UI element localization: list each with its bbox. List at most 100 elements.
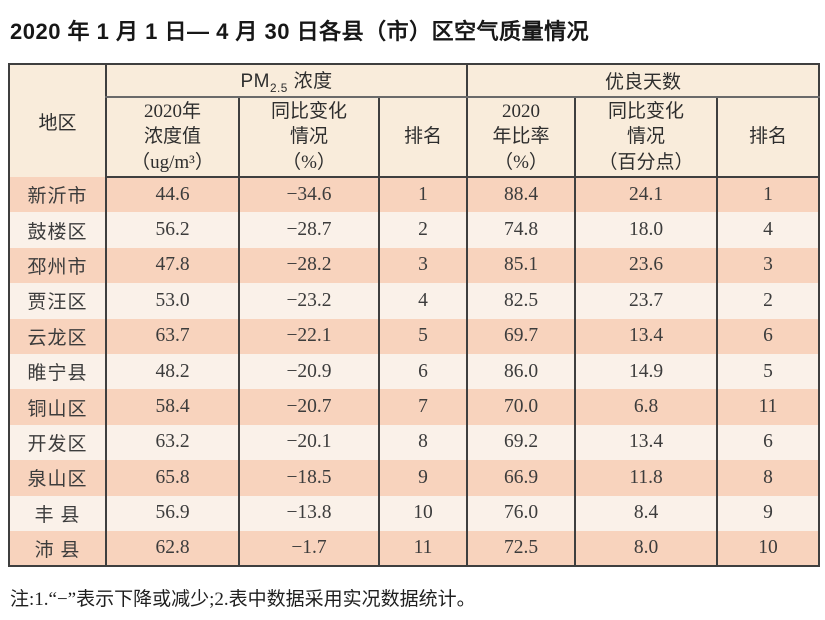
- good-rank-cell: 5: [716, 353, 820, 390]
- pm25-change-cell: −34.6: [238, 177, 379, 213]
- pm25-value-cell: 58.4: [105, 389, 239, 425]
- pm25-change-cell: −23.2: [238, 283, 379, 319]
- good-rank-cell: 6: [716, 424, 820, 461]
- pm25-value-cell: 65.8: [105, 460, 239, 496]
- pm25-rank-cell: 6: [377, 353, 468, 390]
- good-rank-cell: 1: [716, 177, 820, 213]
- pm25-rank-cell: 3: [377, 247, 468, 284]
- pm25-value-cell: 47.8: [105, 247, 239, 284]
- good-rank-cell: 3: [716, 247, 820, 284]
- good-rate-cell: 86.0: [466, 353, 576, 390]
- region-cell: 贾汪区: [27, 292, 88, 314]
- pm25-change-cell: −28.7: [238, 212, 379, 248]
- col-header-pm25-change: 同比变化 情况 （%）: [238, 97, 379, 178]
- col-header-pm25-value: 2020年 浓度值 （ug/m³）: [105, 97, 239, 178]
- pm25-change-cell: −20.9: [238, 353, 379, 390]
- table-row: 铜山区 58.4 −20.7 7 70.0 6.8 11: [9, 389, 820, 425]
- good-change-cell: 6.8: [574, 389, 718, 425]
- region-cell: 泉山区: [27, 469, 88, 491]
- col-group-pm25: PM2.5 浓度: [104, 64, 468, 98]
- pm25-value-cell: 63.7: [105, 318, 239, 354]
- good-rate-cell: 66.9: [466, 460, 576, 496]
- col-group-good-days: 优良天数: [466, 64, 820, 98]
- good-rate-cell: 76.0: [466, 495, 576, 531]
- region-cell: 鼓楼区: [27, 221, 88, 243]
- pm25-change-cell: −18.5: [238, 460, 379, 496]
- good-change-cell: 8.0: [574, 530, 718, 567]
- region-cell: 睢宁县: [27, 363, 88, 385]
- region-cell: 新沂市: [27, 186, 88, 208]
- pm25-change-cell: −28.2: [238, 247, 379, 284]
- region-cell: 邳州市: [27, 256, 88, 278]
- good-rank-cell: 8: [716, 460, 820, 496]
- good-rate-cell: 82.5: [466, 283, 576, 319]
- good-change-cell: 14.9: [574, 353, 718, 390]
- good-change-cell: 23.7: [574, 283, 718, 319]
- col-header-good-rate: 2020 年比率 （%）: [466, 97, 576, 178]
- region-cell: 丰 县: [34, 504, 81, 526]
- region-cell: 开发区: [27, 433, 88, 455]
- pm25-value-cell: 44.6: [105, 177, 239, 213]
- good-change-cell: 13.4: [574, 318, 718, 354]
- table-row: 睢宁县 48.2 −20.9 6 86.0 14.9 5: [9, 353, 820, 390]
- pm25-rank-cell: 10: [377, 495, 468, 531]
- pm25-label: PM2.5 浓度: [240, 71, 333, 95]
- pm25-value-cell: 53.0: [105, 283, 239, 319]
- col-header-region: 地区: [9, 64, 106, 177]
- good-change-cell: 13.4: [574, 424, 718, 461]
- region-cell: 铜山区: [27, 398, 88, 420]
- pm25-change-cell: −20.1: [238, 424, 379, 461]
- header-group-row: 地区 PM2.5 浓度 优良天数: [9, 64, 820, 177]
- pm25-value-cell: 56.9: [105, 495, 239, 531]
- good-change-cell: 24.1: [574, 177, 718, 213]
- col-header-good-change: 同比变化 情况 （百分点）: [574, 97, 718, 178]
- good-change-cell: 11.8: [574, 460, 718, 496]
- pm25-rank-cell: 11: [377, 530, 468, 567]
- header-sub-row: 2020年 浓度值 （ug/m³） 同比变化 情况 （%） 排名 2020 年比…: [9, 97, 820, 178]
- col-header-good-rank: 排名: [716, 97, 820, 178]
- table-row: 贾汪区 53.0 −23.2 4 82.5 23.7 2: [9, 283, 820, 319]
- good-rate-cell: 72.5: [466, 530, 576, 567]
- good-change-cell: 23.6: [574, 247, 718, 284]
- table-row: 开发区 63.2 −20.1 8 69.2 13.4 6: [9, 424, 820, 461]
- pm25-change-cell: −13.8: [238, 495, 379, 531]
- good-rank-cell: 2: [716, 283, 820, 319]
- pm25-change-cell: −20.7: [238, 389, 379, 425]
- good-rate-cell: 85.1: [466, 247, 576, 284]
- pm25-rank-cell: 9: [377, 460, 468, 496]
- air-quality-table: 地区 PM2.5 浓度 优良天数 2020年 浓度值 （ug/m³） 同比变化 …: [8, 63, 821, 568]
- table-row: 丰 县 56.9 −13.8 10 76.0 8.4 9: [9, 495, 820, 531]
- col-header-pm25-rank: 排名: [377, 97, 468, 178]
- table-row: 鼓楼区 56.2 −28.7 2 74.8 18.0 4: [9, 212, 820, 248]
- table-body: 新沂市 44.6 −34.6 1 88.4 24.1 1 鼓楼区 56.2 −28.7 2 74.8 1…: [9, 177, 820, 567]
- good-rank-cell: 10: [716, 530, 820, 567]
- good-rank-cell: 11: [716, 389, 820, 425]
- table-row: 泉山区 65.8 −18.5 9 66.9 11.8 8: [9, 460, 820, 496]
- table-row: 邳州市 47.8 −28.2 3 85.1 23.6 3: [9, 247, 820, 284]
- table-row: 云龙区 63.7 −22.1 5 69.7 13.4 6: [9, 318, 820, 354]
- pm25-value-cell: 63.2: [105, 424, 239, 461]
- pm25-rank-cell: 8: [377, 424, 468, 461]
- good-rate-cell: 74.8: [466, 212, 576, 248]
- pm25-rank-cell: 7: [377, 389, 468, 425]
- pm25-change-cell: −22.1: [238, 318, 379, 354]
- good-rate-cell: 70.0: [466, 389, 576, 425]
- pm25-value-cell: 48.2: [105, 353, 239, 390]
- good-rate-cell: 88.4: [466, 177, 576, 213]
- region-cell: 沛 县: [34, 539, 81, 561]
- good-rate-cell: 69.2: [466, 424, 576, 461]
- pm25-rank-cell: 1: [377, 177, 468, 213]
- pm25-rank-cell: 4: [377, 283, 468, 319]
- good-rate-cell: 69.7: [466, 318, 576, 354]
- good-rank-cell: 6: [716, 318, 820, 354]
- pm25-rank-cell: 5: [377, 318, 468, 354]
- good-change-cell: 8.4: [574, 495, 718, 531]
- page-title: 2020 年 1 月 1 日— 4 月 30 日各县（市）区空气质量情况: [10, 19, 590, 44]
- pm25-value-cell: 56.2: [105, 212, 239, 248]
- table-row: 沛 县 62.8 −1.7 11 72.5 8.0 10: [9, 530, 820, 567]
- good-change-cell: 18.0: [574, 212, 718, 248]
- footnote: 注:1.“−”表示下降或减少;2.表中数据采用实况数据统计。: [10, 589, 476, 611]
- table-row: 新沂市 44.6 −34.6 1 88.4 24.1 1: [9, 177, 820, 213]
- pm25-value-cell: 62.8: [105, 530, 239, 567]
